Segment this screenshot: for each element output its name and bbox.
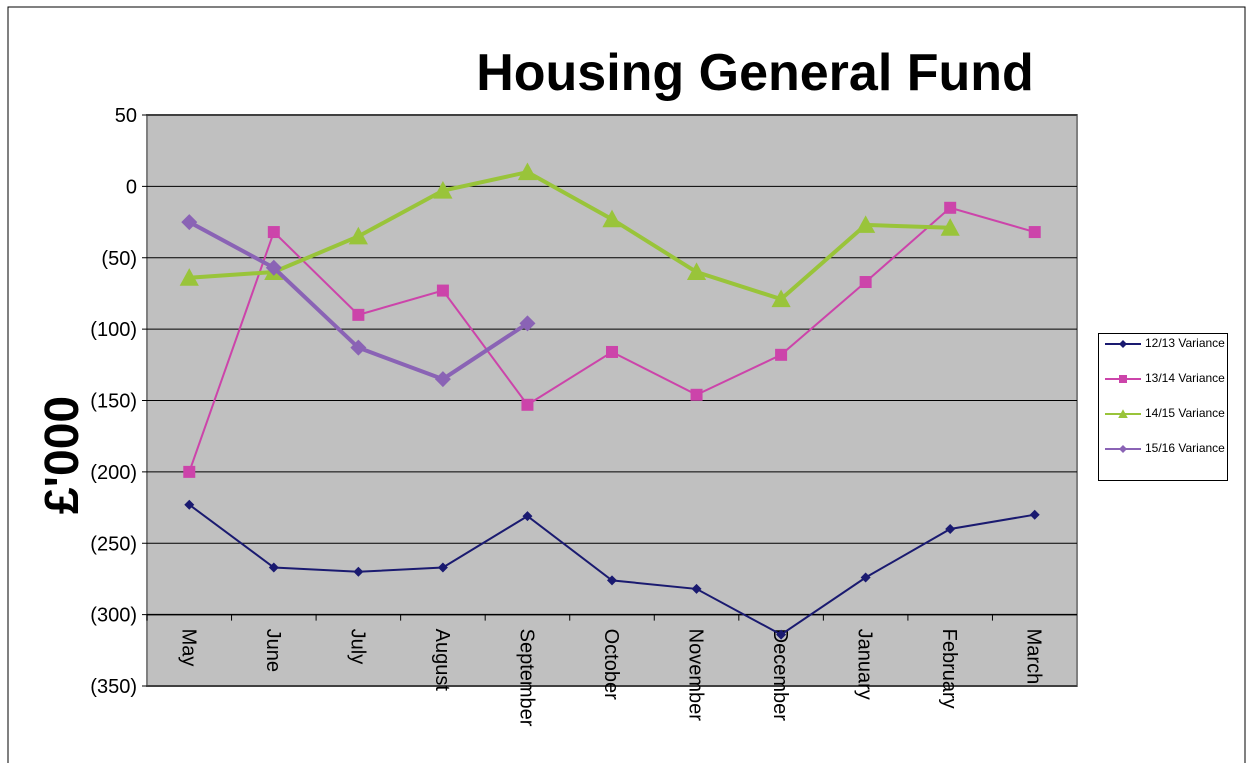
legend-swatch (1105, 340, 1141, 348)
point (775, 348, 788, 361)
point (771, 289, 791, 308)
point (691, 583, 702, 594)
y-tick-label: (50) (101, 248, 137, 270)
y-tick-label: (150) (90, 391, 137, 413)
point (686, 262, 707, 281)
x-tick-label: December (769, 629, 791, 722)
legend-label: 12/13 Variance (1145, 336, 1225, 350)
point (181, 214, 198, 231)
legend-item: 14/15 Variance (1099, 407, 1227, 442)
legend-swatch (1105, 375, 1141, 383)
legend-swatch (1105, 409, 1141, 418)
point (436, 284, 449, 297)
point (517, 162, 538, 181)
x-tick-label: May (177, 629, 199, 667)
legend-item: 12/13 Variance (1099, 337, 1227, 372)
legend-marker (1119, 375, 1127, 383)
x-tick-label: October (600, 629, 622, 700)
point (437, 562, 448, 573)
point (1029, 509, 1040, 520)
point (433, 181, 453, 199)
legend-label: 13/14 Variance (1145, 371, 1225, 385)
legend-marker (1119, 340, 1127, 348)
x-tick-label: March (1023, 629, 1045, 685)
x-tick-label: July (346, 629, 368, 665)
x-tick-label: September (515, 629, 537, 727)
point (859, 276, 872, 289)
x-tick-label: August (431, 629, 453, 692)
point (856, 215, 876, 233)
y-tick-label: (200) (90, 462, 137, 484)
point (267, 226, 280, 239)
point (602, 209, 622, 228)
y-tick-label: 50 (115, 105, 137, 127)
legend: 12/13 Variance 13/14 Variance 14/15 Varian… (1098, 333, 1228, 481)
point (352, 308, 365, 321)
point (945, 523, 956, 534)
point (776, 629, 787, 640)
x-tick-label: November (685, 629, 707, 722)
point (607, 575, 617, 586)
point (265, 259, 282, 276)
x-tick-label: January (854, 629, 876, 700)
legend-item: 13/14 Variance (1099, 372, 1227, 407)
point (179, 268, 199, 286)
y-tick-label: (350) (90, 676, 137, 698)
y-tick-label: (100) (90, 319, 137, 341)
point (348, 226, 368, 245)
point (860, 572, 871, 583)
point (606, 345, 618, 358)
x-tick-label: June (262, 629, 284, 672)
legend-marker (1119, 445, 1127, 453)
x-tick-label: February (938, 629, 960, 709)
y-tick-label: (250) (90, 533, 137, 555)
point (940, 218, 960, 236)
point (690, 388, 703, 401)
point (350, 339, 367, 356)
y-tick-label: (300) (90, 605, 137, 627)
point (184, 499, 195, 510)
point (183, 465, 196, 478)
chart-title: Housing General Fund (476, 44, 1034, 102)
legend-swatch (1105, 445, 1141, 453)
series-line (189, 169, 951, 302)
y-axis-label: £'000 (36, 396, 89, 514)
legend-item: 15/16 Variance (1099, 442, 1227, 477)
point (268, 562, 279, 573)
point (353, 566, 364, 577)
frame (7, 6, 1246, 763)
point (434, 371, 451, 388)
point (522, 511, 533, 522)
legend-marker (1118, 409, 1128, 418)
point (519, 315, 536, 332)
y-tick-label: 0 (126, 176, 137, 198)
point (521, 398, 534, 411)
legend-label: 15/16 Variance (1145, 441, 1225, 455)
legend-label: 14/15 Variance (1145, 406, 1225, 420)
point (1028, 226, 1041, 239)
point (944, 201, 957, 214)
